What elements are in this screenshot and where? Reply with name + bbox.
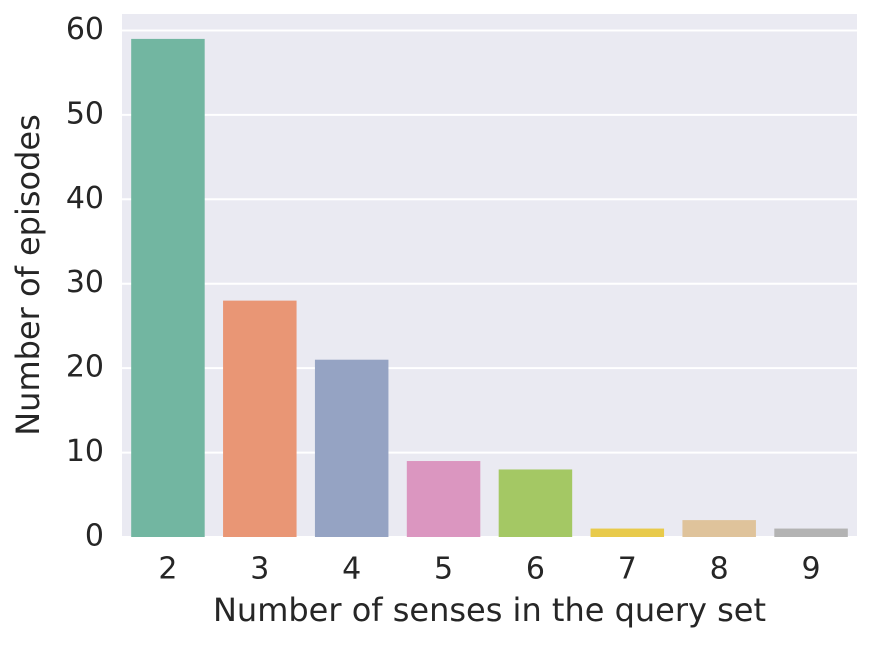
y-tick-label: 10 <box>66 434 104 469</box>
bar <box>774 528 848 537</box>
bar <box>406 461 481 537</box>
y-axis-label: Number of episodes <box>9 114 47 436</box>
x-tick-label: 5 <box>434 552 453 587</box>
x-tick-label: 7 <box>618 552 637 587</box>
y-tick-label: 30 <box>66 265 104 300</box>
y-tick-label: 40 <box>66 181 104 216</box>
bar <box>314 359 389 537</box>
y-tick-label: 0 <box>85 519 104 554</box>
x-axis-label: Number of senses in the query set <box>213 591 766 629</box>
x-tick-label: 6 <box>526 552 545 587</box>
y-tick-label: 60 <box>66 12 104 47</box>
bar <box>590 528 665 537</box>
bar <box>223 300 297 537</box>
x-tick-label: 2 <box>158 552 177 587</box>
bar <box>131 38 205 538</box>
y-tick-label: 50 <box>66 96 104 131</box>
x-tick-label: 3 <box>250 552 269 587</box>
y-tick-label: 20 <box>66 350 104 385</box>
bar <box>682 520 756 537</box>
x-tick-label: 8 <box>710 552 729 587</box>
x-tick-label: 9 <box>802 552 821 587</box>
bar <box>498 469 573 537</box>
x-tick-label: 4 <box>342 552 361 587</box>
